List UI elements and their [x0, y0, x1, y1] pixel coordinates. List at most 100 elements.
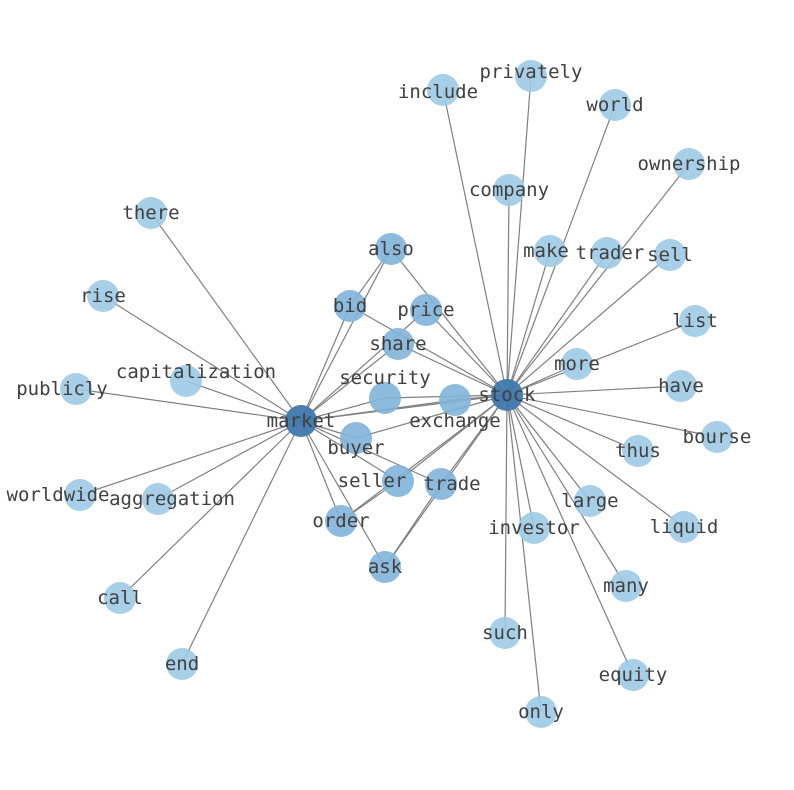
edge-market-end: [181, 420, 302, 665]
node-label-include: include: [398, 81, 478, 103]
node-more: [561, 348, 593, 380]
node-label-privately: privately: [480, 61, 583, 83]
edge-stock-also: [390, 248, 508, 396]
edge-market-capitalization: [185, 380, 302, 422]
node-label-security: security: [339, 367, 431, 389]
node-label-list: list: [672, 310, 718, 332]
edge-market-share: [300, 343, 399, 422]
node-label-market: market: [267, 410, 336, 432]
node-worldwide: [64, 479, 96, 511]
node-market: [285, 405, 317, 437]
node-label-stock: stock: [478, 384, 536, 406]
node-label-seller: seller: [338, 470, 407, 492]
edge-stock-trader: [506, 252, 608, 396]
node-label-also: also: [368, 238, 414, 260]
edge-stock-equity: [506, 394, 634, 676]
node-label-buyer: buyer: [327, 437, 384, 459]
node-aggregation: [142, 483, 174, 515]
node-rise: [87, 280, 119, 312]
edge-stock-list: [506, 320, 696, 396]
node-privately: [515, 60, 547, 92]
node-label-world: world: [586, 94, 643, 116]
node-such: [489, 617, 521, 649]
node-exchange: [439, 384, 471, 416]
edge-market-worldwide: [79, 420, 302, 496]
node-publicly: [60, 373, 92, 405]
node-label-exchange: exchange: [409, 410, 501, 432]
edge-stock-have: [506, 385, 682, 396]
node-many: [610, 570, 642, 602]
edge-market-ask: [300, 420, 386, 568]
node-trader: [591, 237, 623, 269]
node-label-price: price: [397, 299, 454, 321]
node-order: [325, 505, 357, 537]
edge-stock-company: [506, 189, 510, 396]
edge-stock-many: [506, 394, 627, 587]
node-have: [665, 370, 697, 402]
node-liquid: [668, 511, 700, 543]
node-company: [493, 174, 525, 206]
node-thus: [622, 435, 654, 467]
node-label-trade: trade: [423, 473, 480, 495]
edge-stock-only: [506, 394, 542, 713]
node-label-rise: rise: [80, 285, 126, 307]
edge-market-bid: [300, 305, 351, 422]
edge-stock-ownership: [506, 163, 690, 396]
edge-market-also: [300, 248, 392, 422]
edge-ask-trade: [384, 483, 442, 568]
node-label-share: share: [369, 333, 426, 355]
edge-stock-large: [506, 394, 591, 502]
edge-market-rise: [102, 295, 302, 422]
edge-stock-bid: [349, 305, 508, 396]
node-ownership: [673, 148, 705, 180]
node-bourse: [701, 421, 733, 453]
node-seller: [382, 465, 414, 497]
node-only: [525, 696, 557, 728]
node-share: [382, 328, 414, 360]
node-label-ask: ask: [368, 556, 403, 578]
node-label-order: order: [312, 510, 369, 532]
node-investor: [518, 512, 550, 544]
node-capitalization: [170, 365, 202, 397]
node-equity: [617, 659, 649, 691]
node-buyer: [340, 422, 372, 454]
node-there: [135, 197, 167, 229]
edge-stock-order: [340, 394, 508, 522]
node-label-bourse: bourse: [683, 426, 752, 448]
node-include: [427, 74, 459, 106]
node-label-liquid: liquid: [650, 516, 719, 538]
edge-stock-investor: [506, 394, 535, 529]
node-label-equity: equity: [599, 664, 668, 686]
node-label-aggregation: aggregation: [109, 488, 235, 510]
node-label-investor: investor: [488, 517, 580, 539]
edges-layer: [75, 75, 718, 713]
node-label-sell: sell: [647, 244, 693, 266]
node-label-thus: thus: [615, 440, 661, 462]
node-label-capitalization: capitalization: [116, 361, 276, 383]
edge-market-order: [300, 420, 342, 522]
node-price: [410, 294, 442, 326]
node-label-company: company: [469, 179, 549, 201]
node-label-large: large: [561, 490, 618, 512]
edge-market-aggregation: [157, 420, 302, 500]
edge-stock-privately: [506, 75, 532, 396]
edge-market-price: [300, 309, 427, 422]
node-large: [574, 485, 606, 517]
node-call: [104, 582, 136, 614]
node-label-many: many: [603, 575, 649, 597]
edge-stock-sell: [506, 254, 671, 396]
node-label-such: such: [482, 622, 528, 644]
node-label-worldwide: worldwide: [7, 484, 110, 506]
edge-stock-share: [397, 343, 508, 396]
node-make: [534, 235, 566, 267]
nodes-layer: [60, 60, 733, 728]
node-stock: [491, 379, 523, 411]
node-label-end: end: [165, 653, 199, 675]
node-label-call: call: [97, 587, 143, 609]
edge-stock-thus: [506, 394, 639, 452]
edge-stock-make: [506, 250, 551, 396]
node-label-more: more: [554, 353, 600, 375]
